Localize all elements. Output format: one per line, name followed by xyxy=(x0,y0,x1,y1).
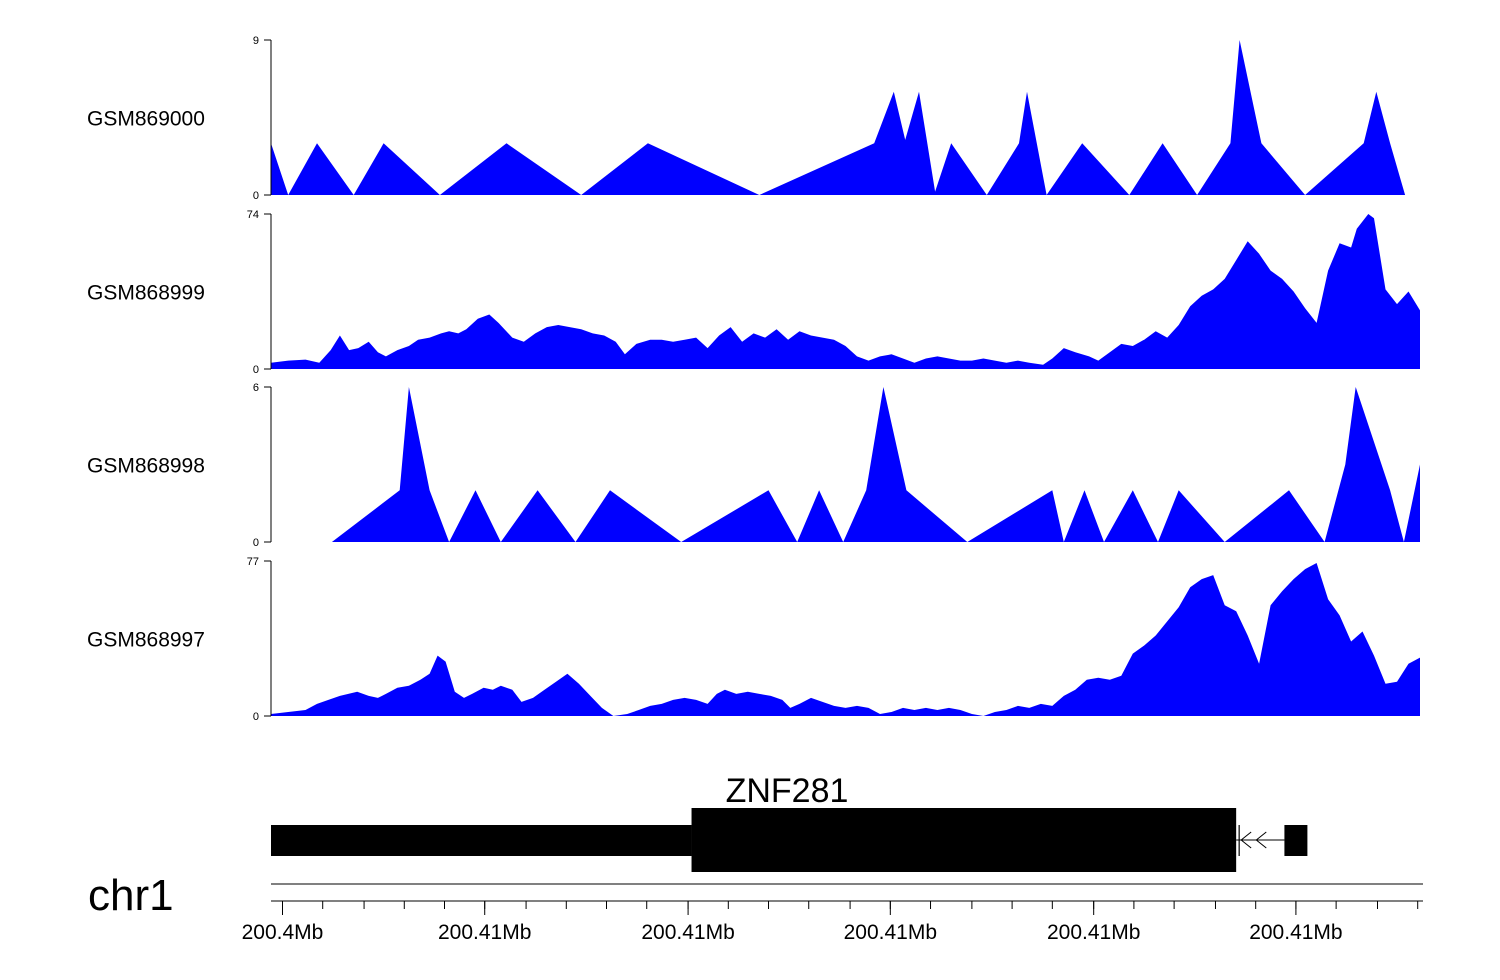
x-tick-label: 200.41Mb xyxy=(1249,921,1342,944)
strand-arrow xyxy=(1255,831,1267,849)
gene-exon xyxy=(1284,825,1308,856)
signal-area-gsm869000 xyxy=(271,40,1406,195)
y-tick-label-min: 0 xyxy=(253,190,259,202)
track-label: GSM869000 xyxy=(87,108,205,131)
x-tick-label: 200.4Mb xyxy=(242,921,324,944)
x-tick-label: 200.41Mb xyxy=(641,921,734,944)
y-tick-label-max: 77 xyxy=(247,556,259,568)
y-tick-label-max: 74 xyxy=(247,209,259,221)
gene-name-label: ZNF281 xyxy=(726,772,849,810)
y-tick-label-min: 0 xyxy=(253,364,259,376)
strand-arrow xyxy=(1240,831,1252,849)
y-tick-label-min: 0 xyxy=(253,537,259,549)
x-tick-label: 200.41Mb xyxy=(1047,921,1140,944)
chromosome-label: chr1 xyxy=(88,871,174,920)
track-label: GSM868999 xyxy=(87,282,205,305)
y-tick-label-min: 0 xyxy=(253,711,259,723)
signal-area-gsm868997 xyxy=(271,563,1420,716)
y-tick-label-max: 6 xyxy=(253,382,259,394)
track-label: GSM868998 xyxy=(87,455,205,478)
gene-utr xyxy=(271,825,692,856)
x-tick-label: 200.41Mb xyxy=(438,921,531,944)
signal-area-gsm868999 xyxy=(271,214,1420,369)
signal-area-gsm868998 xyxy=(331,387,1420,542)
x-tick-label: 200.41Mb xyxy=(844,921,937,944)
y-tick-label-max: 9 xyxy=(253,35,259,47)
gene-cds xyxy=(691,808,1237,872)
track-label: GSM868997 xyxy=(87,629,205,652)
